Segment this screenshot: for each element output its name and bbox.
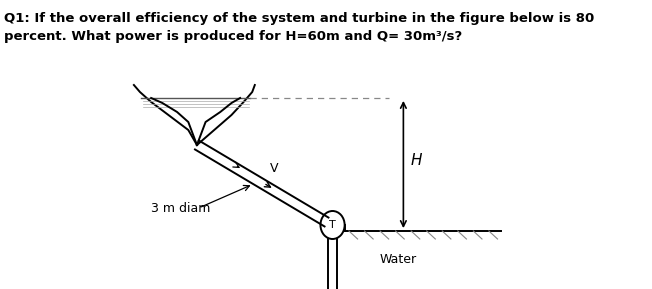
Text: T: T	[329, 220, 336, 230]
Text: Water: Water	[379, 253, 417, 266]
Text: 3 m diam: 3 m diam	[151, 201, 211, 214]
Text: V: V	[271, 162, 279, 175]
Text: Q1: If the overall efficiency of the system and turbine in the figure below is 8: Q1: If the overall efficiency of the sys…	[5, 12, 595, 25]
Text: H: H	[410, 153, 422, 168]
Text: percent. What power is produced for H=60m and Q= 30m³/s?: percent. What power is produced for H=60…	[5, 30, 462, 43]
